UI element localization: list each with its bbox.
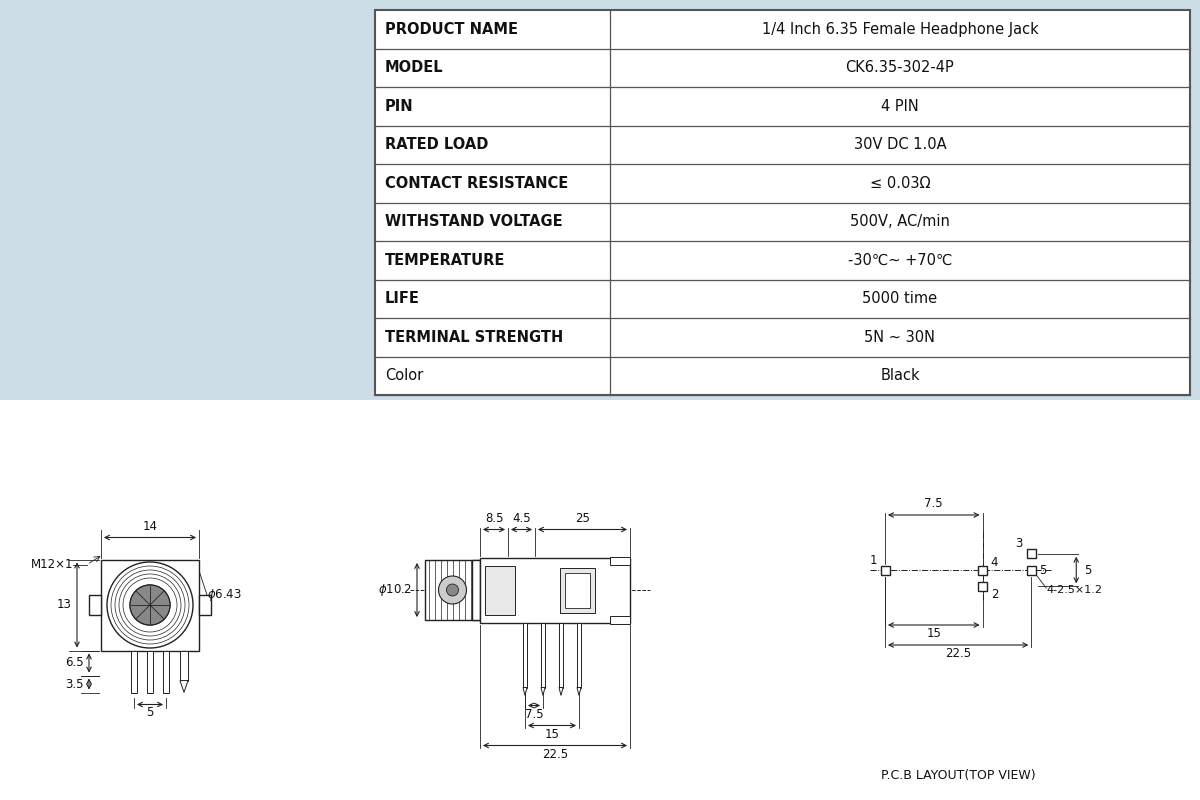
Bar bbox=[560, 567, 595, 613]
Polygon shape bbox=[541, 687, 545, 695]
Polygon shape bbox=[180, 681, 188, 693]
Bar bbox=[610, 615, 630, 623]
Bar bbox=[163, 650, 169, 693]
Circle shape bbox=[446, 584, 458, 596]
Bar bbox=[1027, 566, 1036, 574]
Bar bbox=[485, 566, 515, 614]
Circle shape bbox=[130, 585, 170, 625]
Bar bbox=[472, 560, 480, 620]
Text: 500V, AC/min: 500V, AC/min bbox=[850, 214, 950, 230]
Text: RATED LOAD: RATED LOAD bbox=[385, 138, 488, 152]
Text: 4.5: 4.5 bbox=[512, 511, 530, 525]
Text: TEMPERATURE: TEMPERATURE bbox=[385, 253, 505, 268]
Text: 3.5: 3.5 bbox=[66, 678, 84, 690]
Bar bbox=[565, 573, 590, 607]
Text: 8.5: 8.5 bbox=[485, 511, 503, 525]
Text: 4-2.5×1.2: 4-2.5×1.2 bbox=[1046, 585, 1103, 595]
Bar bbox=[1027, 550, 1036, 558]
Polygon shape bbox=[523, 687, 527, 695]
Bar bbox=[978, 582, 986, 590]
Text: -30℃~ +70℃: -30℃~ +70℃ bbox=[848, 253, 952, 268]
Text: MODEL: MODEL bbox=[385, 60, 444, 75]
Text: 30V DC 1.0A: 30V DC 1.0A bbox=[853, 138, 947, 152]
Text: 3: 3 bbox=[1015, 538, 1022, 550]
Text: ≤ 0.03Ω: ≤ 0.03Ω bbox=[870, 176, 930, 190]
Bar bbox=[148, 650, 154, 693]
Polygon shape bbox=[577, 687, 581, 695]
Bar bbox=[480, 558, 630, 622]
Bar bbox=[131, 650, 137, 693]
Bar bbox=[180, 650, 188, 681]
Bar bbox=[610, 557, 630, 565]
Text: 5000 time: 5000 time bbox=[863, 291, 937, 306]
Text: 7.5: 7.5 bbox=[524, 707, 544, 721]
Text: TERMINAL STRENGTH: TERMINAL STRENGTH bbox=[385, 330, 563, 345]
Text: PRODUCT NAME: PRODUCT NAME bbox=[385, 22, 518, 37]
Bar bbox=[881, 566, 889, 574]
Text: 1/4 Inch 6.35 Female Headphone Jack: 1/4 Inch 6.35 Female Headphone Jack bbox=[762, 22, 1038, 37]
Text: CONTACT RESISTANCE: CONTACT RESISTANCE bbox=[385, 176, 569, 190]
Text: LIFE: LIFE bbox=[385, 291, 420, 306]
Bar bbox=[101, 559, 199, 650]
Text: P.C.B LAYOUT(TOP VIEW): P.C.B LAYOUT(TOP VIEW) bbox=[881, 769, 1036, 782]
Text: 22.5: 22.5 bbox=[946, 647, 971, 660]
Bar bbox=[978, 566, 986, 574]
Bar bbox=[89, 595, 101, 615]
Text: Color: Color bbox=[385, 368, 424, 383]
Text: 5N ~ 30N: 5N ~ 30N bbox=[864, 330, 936, 345]
Text: 5: 5 bbox=[146, 706, 154, 718]
Text: Black: Black bbox=[880, 368, 920, 383]
Bar bbox=[199, 595, 211, 615]
Text: 13: 13 bbox=[58, 598, 72, 611]
Text: $\phi$6.43: $\phi$6.43 bbox=[208, 587, 242, 603]
Bar bbox=[541, 622, 545, 687]
Text: 5: 5 bbox=[1039, 563, 1046, 577]
Bar bbox=[577, 622, 581, 687]
Text: 4 PIN: 4 PIN bbox=[881, 98, 919, 114]
Text: 25: 25 bbox=[575, 511, 590, 525]
Text: 14: 14 bbox=[143, 519, 157, 533]
Text: 22.5: 22.5 bbox=[542, 747, 568, 761]
Text: 1: 1 bbox=[869, 554, 877, 566]
Text: 15: 15 bbox=[545, 727, 559, 741]
Text: PIN: PIN bbox=[385, 98, 414, 114]
Circle shape bbox=[438, 576, 467, 604]
Text: M12×1: M12×1 bbox=[30, 558, 73, 571]
Text: 2: 2 bbox=[991, 588, 998, 601]
Text: 5: 5 bbox=[1084, 563, 1091, 577]
Bar bbox=[374, 10, 1190, 395]
Bar bbox=[0, 400, 1200, 800]
Text: 7.5: 7.5 bbox=[924, 497, 943, 510]
Bar bbox=[559, 622, 563, 687]
Text: 4: 4 bbox=[991, 555, 998, 569]
Text: WITHSTAND VOLTAGE: WITHSTAND VOLTAGE bbox=[385, 214, 563, 230]
Text: CK6.35-302-4P: CK6.35-302-4P bbox=[846, 60, 954, 75]
Text: 15: 15 bbox=[926, 627, 941, 640]
Text: 6.5: 6.5 bbox=[65, 657, 84, 670]
Bar bbox=[523, 622, 527, 687]
Polygon shape bbox=[559, 687, 563, 695]
Text: $\phi$10.2: $\phi$10.2 bbox=[378, 582, 412, 598]
Bar bbox=[425, 560, 480, 620]
